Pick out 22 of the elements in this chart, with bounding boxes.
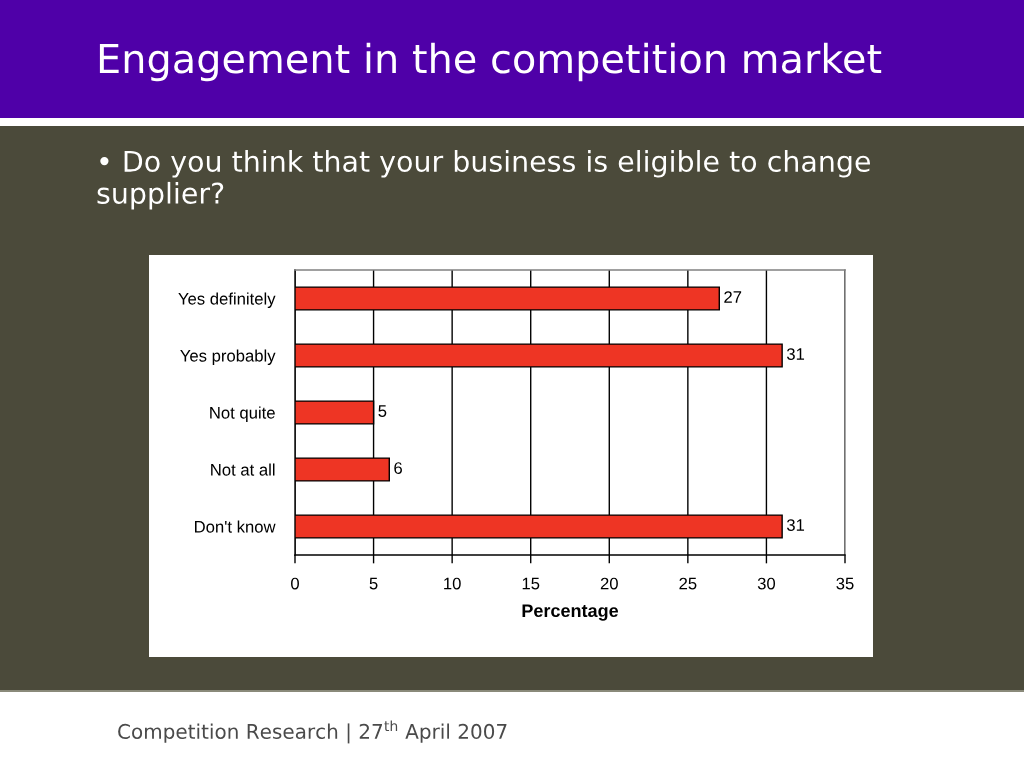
chart-subtitle: • Do you think that your business is eligible to change supplier? [97, 150, 870, 210]
text: Competition Research | 27$^{th}$ April 2007 [118, 720, 507, 744]
x-axis-title: Percentage [522, 604, 619, 621]
x-tick-label: 10 [444, 577, 461, 590]
data-label: 6 [394, 462, 402, 474]
chart-title: Engagement in the competition market [99, 42, 882, 82]
x-tick-label: 15 [522, 577, 540, 590]
data-label: 5 [378, 405, 387, 417]
data-label: 27 [724, 291, 742, 303]
x-tick-label: 20 [600, 577, 618, 590]
y-tick-label: Not quite [210, 406, 275, 422]
x-tick-label: 0 [291, 577, 299, 590]
x-tick-label: 30 [757, 577, 776, 590]
x-tick-label: 5 [369, 577, 378, 590]
y-tick-label: Not at all [211, 463, 275, 476]
data-label: 31 [786, 519, 805, 531]
y-tick-label: Yes definitely [178, 292, 276, 308]
y-tick-label: Yes probably [180, 349, 276, 365]
x-tick-label: 35 [836, 577, 854, 590]
x-tick-label: 25 [679, 577, 697, 590]
data-label: 31 [786, 348, 805, 360]
y-tick-label: Don't know [195, 520, 276, 533]
